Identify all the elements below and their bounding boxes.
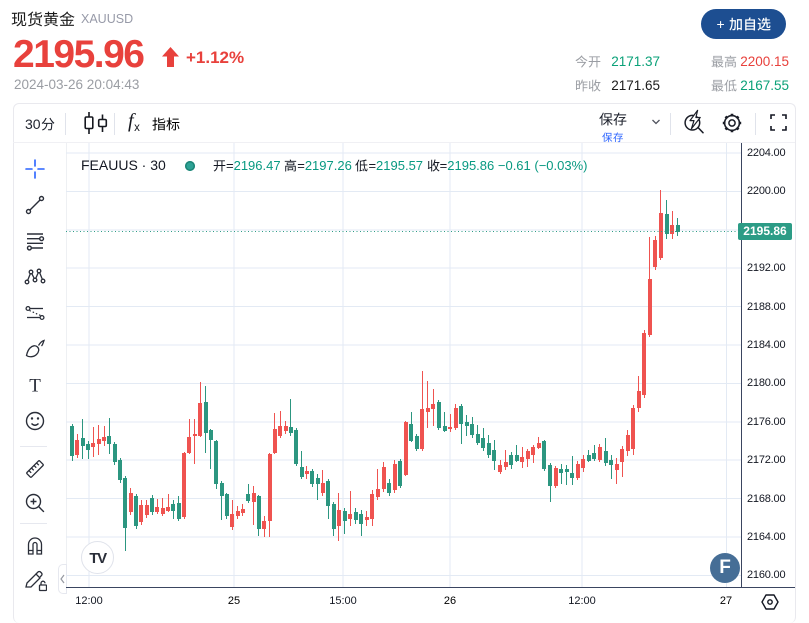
svg-text:T: T: [29, 376, 41, 397]
